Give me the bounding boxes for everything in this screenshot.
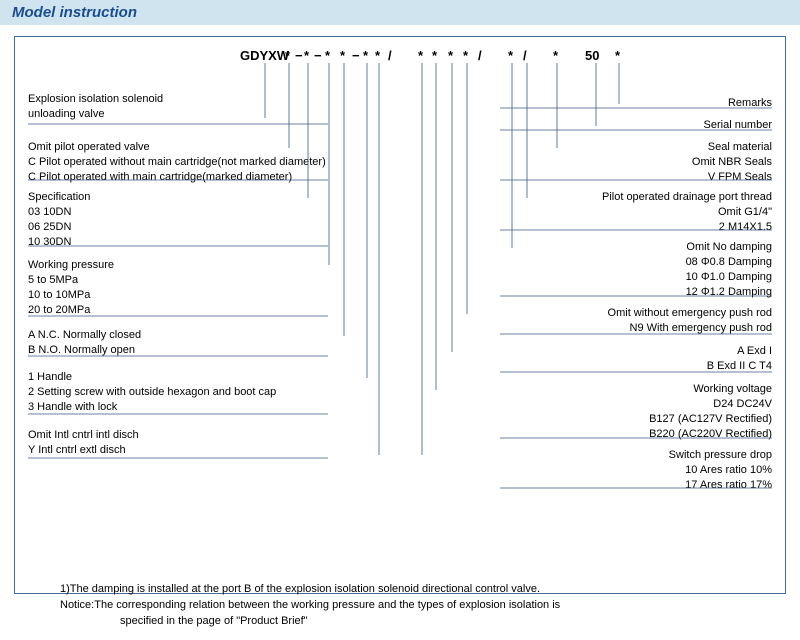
block-line: A Exd I <box>707 344 772 359</box>
block-line: 10 to 10MPa <box>28 288 114 303</box>
section-title: Model instruction <box>12 4 137 21</box>
block-title: Seal material <box>692 140 772 155</box>
right-block-r6: Omit without emergency push rodN9 With e… <box>608 306 772 336</box>
block-line: 5 to 5MPa <box>28 273 114 288</box>
left-block-b4: Working pressure5 to 5MPa10 to 10MPa20 t… <box>28 258 114 317</box>
block-line: Y Intl cntrl extl disch <box>28 443 139 458</box>
block-line: Omit NBR Seals <box>692 155 772 170</box>
block-line: 20 to 20MPa <box>28 303 114 318</box>
block-line: unloading valve <box>28 107 163 122</box>
block-line: B220 (AC220V Rectified) <box>649 427 772 442</box>
block-line: 17 Ares ratio 17% <box>669 478 772 493</box>
right-block-r4: Pilot operated drainage port threadOmit … <box>602 190 772 235</box>
block-line: 10 Ares ratio 10% <box>669 463 772 478</box>
left-block-b2: Omit pilot operated valveC Pilot operate… <box>28 140 326 185</box>
block-line: Omit Intl cntrl intl disch <box>28 428 139 443</box>
code-segment: * <box>553 48 558 63</box>
block-line: C Pilot operated without main cartridge(… <box>28 155 326 170</box>
block-title: Working pressure <box>28 258 114 273</box>
code-segment: / <box>523 48 527 63</box>
block-title: Omit No damping <box>686 240 772 255</box>
block-line: N9 With emergency push rod <box>608 321 772 336</box>
code-segment: * <box>448 48 453 63</box>
code-segment: * <box>432 48 437 63</box>
block-line: 10 30DN <box>28 235 90 250</box>
block-title: Specification <box>28 190 90 205</box>
left-block-b5: A N.C. Normally closedB N.O. Normally op… <box>28 328 141 358</box>
block-line: 2 M14X1.5 <box>602 220 772 235</box>
block-line: Omit without emergency push rod <box>608 306 772 321</box>
block-line: 12 Φ1.2 Damping <box>686 285 772 300</box>
left-block-b1: Explosion isolation solenoidunloading va… <box>28 92 163 122</box>
code-segment: * <box>363 48 368 63</box>
block-line: D24 DC24V <box>649 397 772 412</box>
block-title: Switch pressure drop <box>669 448 772 463</box>
footer-notes: 1)The damping is installed at the port B… <box>60 582 560 630</box>
right-block-r3: Seal materialOmit NBR SealsV FPM Seals <box>692 140 772 185</box>
right-block-r8: Working voltageD24 DC24VB127 (AC127V Rec… <box>649 382 772 441</box>
block-line: B Exd II C T4 <box>707 359 772 374</box>
block-line: 08 Φ0.8 Damping <box>686 255 772 270</box>
block-line: Remarks <box>728 96 772 111</box>
right-block-r2: Serial number <box>704 118 772 133</box>
block-title: Working voltage <box>649 382 772 397</box>
code-segment: / <box>388 48 392 63</box>
code-segment: 50 <box>585 48 599 63</box>
block-line: 3 Handle with lock <box>28 400 276 415</box>
code-segment: / <box>478 48 482 63</box>
code-segment: * <box>418 48 423 63</box>
code-segment: * <box>325 48 330 63</box>
right-block-r1: Remarks <box>728 96 772 111</box>
left-block-b6: 1 Handle2 Setting screw with outside hex… <box>28 370 276 415</box>
code-segment: − <box>295 48 303 63</box>
footer-line-3: specified in the page of "Product Brief" <box>60 614 560 630</box>
code-segment: GDYXW <box>240 48 289 63</box>
code-segment: * <box>508 48 513 63</box>
block-title: Omit pilot operated valve <box>28 140 326 155</box>
right-block-r5: Omit No damping08 Φ0.8 Damping10 Φ1.0 Da… <box>686 240 772 299</box>
block-title: Pilot operated drainage port thread <box>602 190 772 205</box>
code-segment: * <box>615 48 620 63</box>
block-line: Explosion isolation solenoid <box>28 92 163 107</box>
code-segment: * <box>304 48 309 63</box>
block-line: Serial number <box>704 118 772 133</box>
right-block-r7: A Exd IB Exd II C T4 <box>707 344 772 374</box>
section-header: Model instruction <box>0 0 800 25</box>
block-line: A N.C. Normally closed <box>28 328 141 343</box>
block-line: 06 25DN <box>28 220 90 235</box>
right-block-r9: Switch pressure drop10 Ares ratio 10%17 … <box>669 448 772 493</box>
code-segment: * <box>340 48 345 63</box>
left-block-b7: Omit Intl cntrl intl dischY Intl cntrl e… <box>28 428 139 458</box>
code-segment: − <box>314 48 322 63</box>
block-line: 03 10DN <box>28 205 90 220</box>
block-line: 10 Φ1.0 Damping <box>686 270 772 285</box>
block-line: B127 (AC127V Rectified) <box>649 412 772 427</box>
code-segment: * <box>463 48 468 63</box>
left-block-b3: Specification03 10DN06 25DN10 30DN <box>28 190 90 249</box>
block-line: 1 Handle <box>28 370 276 385</box>
block-line: B N.O. Normally open <box>28 343 141 358</box>
block-line: 2 Setting screw with outside hexagon and… <box>28 385 276 400</box>
footer-line-2: Notice:The corresponding relation betwee… <box>60 598 560 614</box>
block-line: V FPM Seals <box>692 170 772 185</box>
code-segment: − <box>352 48 360 63</box>
code-segment: * <box>375 48 380 63</box>
block-line: Omit G1/4" <box>602 205 772 220</box>
code-segment: * <box>285 48 290 63</box>
footer-line-1: 1)The damping is installed at the port B… <box>60 582 560 598</box>
block-line: C Pilot operated with main cartridge(mar… <box>28 170 326 185</box>
